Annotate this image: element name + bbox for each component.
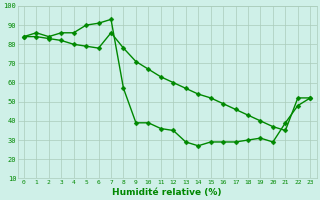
X-axis label: Humidité relative (%): Humidité relative (%)	[112, 188, 222, 197]
